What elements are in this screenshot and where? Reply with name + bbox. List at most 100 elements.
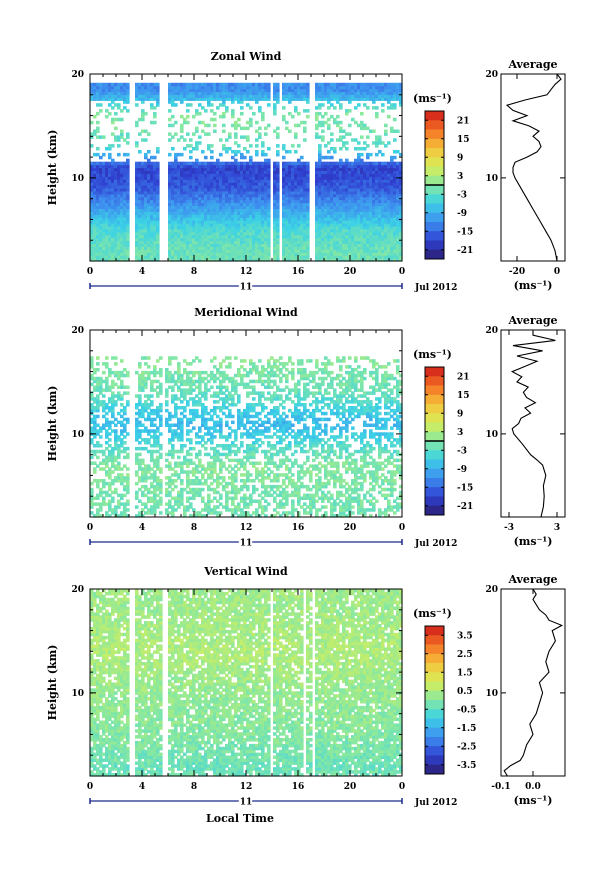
heatmap-cell [108,252,112,256]
heatmap-cell [102,249,106,253]
heatmap-cell [117,117,121,122]
heatmap-cell [96,173,100,177]
heatmap-cell [102,484,106,489]
heatmap-cell [108,208,112,212]
heatmap-cell [117,176,121,180]
heatmap-cell [237,117,241,122]
heatmap-cell [141,249,145,253]
heatmap-cell [123,220,127,224]
heatmap-cell [156,179,160,183]
heatmap-cell [147,158,151,163]
heatmap-cell [324,112,328,116]
heatmap-cell [150,170,154,174]
heatmap-cell [126,252,130,256]
heatmap-cell [111,246,115,250]
colorbar-segment [425,194,444,204]
heatmap-cell [156,147,160,151]
heatmap-cell [102,220,106,224]
heatmap-cell [177,170,181,174]
heatmap-cell [126,255,130,259]
heatmap-cell [141,202,145,207]
heatmap-cell [135,231,139,236]
heatmap-cell [111,196,115,201]
heatmap-cell [120,223,124,227]
heatmap-cell [123,252,127,256]
heatmap-cell [126,508,130,512]
heatmap-cell [147,220,151,224]
heatmap-cell [150,185,154,189]
heatmap-cell [96,97,100,101]
heatmap-cell [99,167,103,171]
heatmap-cell [105,223,109,227]
heatmap-cell [114,249,118,253]
heatmap-cell [114,196,118,201]
heatmap-cell [135,246,139,250]
heatmap-cell [168,223,172,227]
heatmap-cell [105,193,109,198]
heatmap-cell [126,246,130,250]
heatmap-cell [99,208,103,212]
heatmap-cell [150,103,154,107]
heatmap-cell [105,176,109,180]
heatmap-cell [111,225,115,230]
heatmap-cell [135,123,139,128]
heatmap-cell [123,182,127,186]
profile-y-tick-label: 10 [485,174,498,184]
heatmap-cell [246,135,250,139]
heatmap-cell [147,179,151,183]
heatmap-cell [171,88,175,93]
heatmap-cell [114,176,118,180]
heatmap-cell [147,176,151,180]
heatmap-cell [180,231,184,236]
heatmap-cell [102,234,106,239]
heatmap-cell [135,85,139,90]
heatmap-cell [93,220,97,224]
heatmap-cell [138,82,142,87]
heatmap-cell [171,103,175,107]
heatmap-cell [108,190,112,195]
heatmap-cell [138,150,142,154]
heatmap-cell [114,217,118,221]
heatmap-cell [294,106,298,110]
heatmap-cell [156,94,160,98]
heatmap-cell [147,234,151,239]
heatmap-cell [102,237,106,242]
month-label: Jul 2012 [414,283,457,293]
heatmap-cell [150,228,154,233]
heatmap-cell [147,196,151,201]
heatmap-cell [102,167,106,171]
heatmap-cell [90,120,94,125]
heatmap-cell [126,135,130,139]
heatmap-cell [108,196,112,201]
heatmap-cell [93,246,97,250]
heatmap-cell [105,202,109,207]
heatmap-cell [141,85,145,90]
heatmap-cell [168,117,172,122]
heatmap-cell [174,231,178,236]
heatmap-cell [327,123,331,128]
heatmap-cell [96,126,100,131]
heatmap-cell [177,240,181,244]
heatmap-cell [306,161,310,166]
heatmap-cell [117,103,121,107]
heatmap-cell [156,188,160,192]
heatmap-cell [111,220,115,224]
heatmap-cell [177,161,181,166]
heatmap-cell [111,406,115,410]
heatmap-cell [102,217,106,221]
heatmap-cell [177,202,181,207]
heatmap-cell [93,217,97,221]
heatmap-cell [126,391,130,395]
heatmap-cell [306,188,310,192]
heatmap-cell [177,88,181,93]
heatmap-cell [141,179,145,183]
heatmap-cell [90,97,94,101]
heatmap-cell [171,164,175,169]
heatmap-cell [141,182,145,186]
heatmap-cell [141,196,145,201]
heatmap-cell [321,129,325,133]
heatmap-cell [360,152,364,157]
heatmap-cell [177,138,181,142]
heatmap-cell [105,208,109,212]
heatmap-cell [153,252,157,256]
